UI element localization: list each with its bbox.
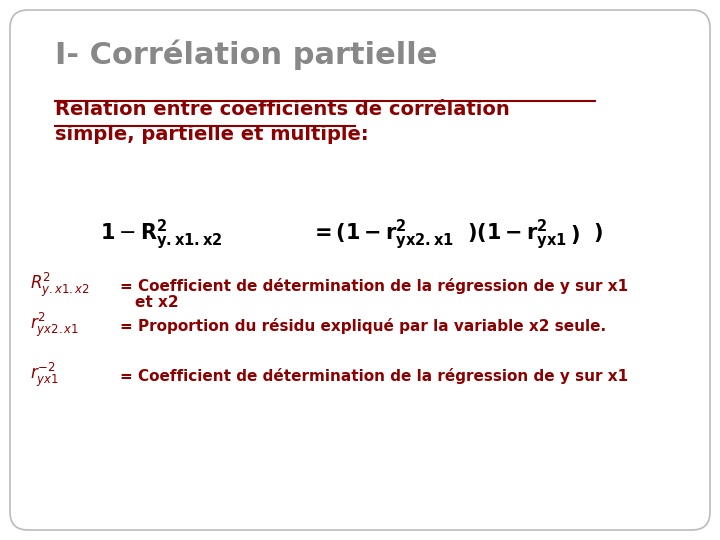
Text: Relation entre coefficients de corrélation: Relation entre coefficients de corrélati… [55, 100, 510, 119]
Text: et x2: et x2 [135, 295, 179, 310]
Text: = Coefficient de détermination de la régression de y sur x1: = Coefficient de détermination de la rég… [120, 278, 628, 294]
Text: $r^{-2}_{yx1}$: $r^{-2}_{yx1}$ [30, 361, 59, 389]
FancyBboxPatch shape [10, 10, 710, 530]
Text: $\mathbf{=(1-r^2_{yx2.x1}\ \ )(1-r^2_{yx1}\ \ \ \ )}$: $\mathbf{=(1-r^2_{yx2.x1}\ \ )(1-r^2_{yx… [310, 218, 603, 252]
Text: I- Corrélation partielle: I- Corrélation partielle [55, 40, 437, 71]
Text: $r^2_{yx2.x1}$: $r^2_{yx2.x1}$ [30, 311, 79, 339]
Text: = Coefficient de détermination de la régression de y sur x1: = Coefficient de détermination de la rég… [120, 368, 628, 384]
Text: $\mathbf{1}-\mathbf{R^2_{y.x1.x2}}$: $\mathbf{1}-\mathbf{R^2_{y.x1.x2}}$ [100, 218, 222, 252]
Text: = Proportion du résidu expliqué par la variable x2 seule.: = Proportion du résidu expliqué par la v… [120, 318, 606, 334]
Text: $R^2_{y.x1.x2}$: $R^2_{y.x1.x2}$ [30, 271, 90, 299]
Text: $\mathbf{)}$: $\mathbf{)}$ [570, 224, 580, 246]
Text: simple, partielle et multiple:: simple, partielle et multiple: [55, 125, 369, 144]
